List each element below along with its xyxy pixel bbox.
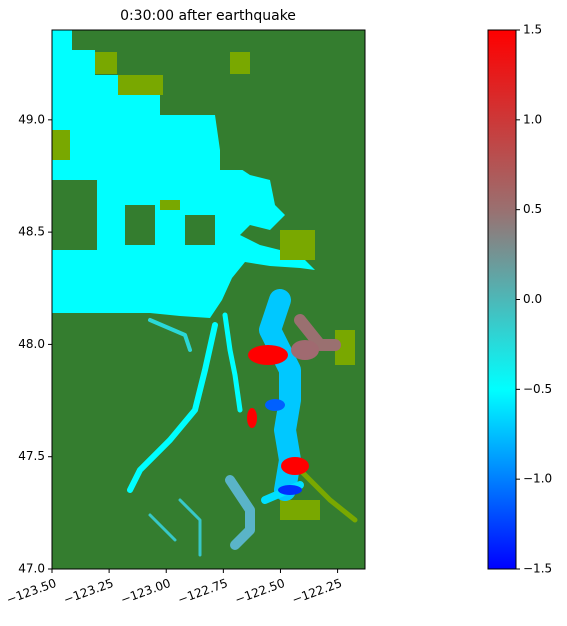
x-tick-label: −122.75 <box>176 576 230 607</box>
map <box>52 30 365 569</box>
y-tick-label: 49.0 <box>18 112 45 126</box>
colorbar-tick-label: −1.0 <box>523 472 552 486</box>
y-tick-label: 48.5 <box>18 225 45 239</box>
x-tick-label: −122.50 <box>233 576 287 607</box>
colorbar <box>487 29 517 570</box>
colorbar-tick-label: 1.0 <box>523 112 542 126</box>
y-tick-label: 48.0 <box>18 337 45 351</box>
colorbar-tick-label: 0.5 <box>523 202 542 216</box>
y-tick-label: 47.0 <box>18 562 45 576</box>
chart-title: 0:30:00 after earthquake <box>120 8 296 24</box>
plot-frame <box>51 29 366 570</box>
x-tick-label: −123.25 <box>62 576 116 607</box>
x-tick-label: −122.25 <box>290 576 344 607</box>
y-tick-label: 47.5 <box>18 449 45 463</box>
colorbar-tick-label: −0.5 <box>523 382 552 396</box>
colorbar-tick-label: −1.5 <box>523 562 552 576</box>
x-tick-label: −123.00 <box>119 576 173 607</box>
colorbar-tick-label: 1.5 <box>523 23 542 37</box>
colorbar-tick-label: 0.0 <box>523 292 542 306</box>
x-tick-label: −123.50 <box>5 576 59 607</box>
